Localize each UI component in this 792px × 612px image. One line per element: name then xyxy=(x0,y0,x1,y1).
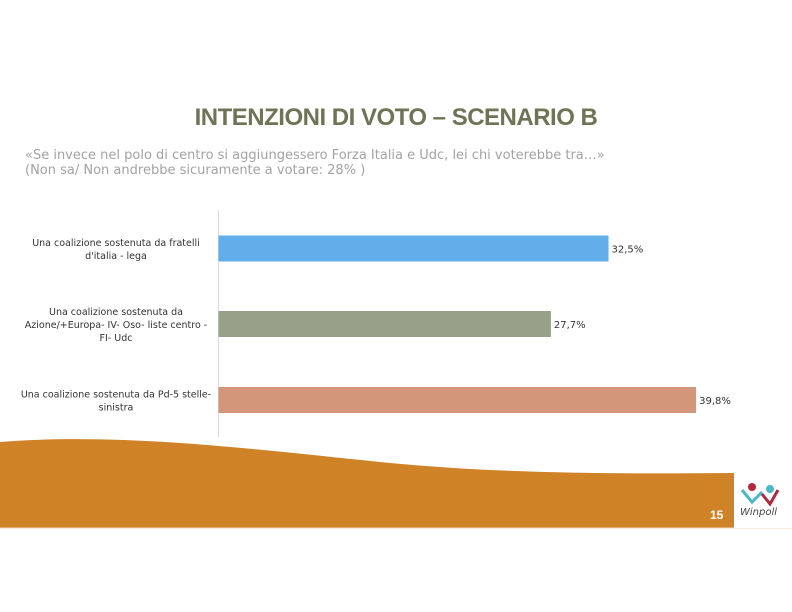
category-label-line: Una coalizione sostenuta da fratelli xyxy=(32,238,200,249)
subtitle-question: «Se invece nel polo di centro si aggiung… xyxy=(25,148,605,163)
page-title: INTENZIONI DI VOTO – SCENARIO B xyxy=(194,104,598,131)
page-number: 15 xyxy=(710,508,724,522)
category-label-line: Una coalizione sostenuta da Pd-5 stelle- xyxy=(21,390,211,401)
category-label-line: FI- Udc xyxy=(100,333,133,344)
category-label-line: d'italia - lega xyxy=(85,251,147,262)
bar-chart: 32,5% Una coalizione sostenuta da fratell… xyxy=(21,210,731,437)
category-label-3: Una coalizione sostenuta da Pd-5 stelle-… xyxy=(21,390,211,414)
subtitle: «Se invece nel polo di centro si aggiung… xyxy=(25,148,605,178)
category-label-line: Azione/+Europa- IV- Oso- liste centro - xyxy=(25,320,207,331)
svg-text:Winpoll: Winpoll xyxy=(740,507,777,518)
category-label-2: Una coalizione sostenuta da Azione/+Europ… xyxy=(25,307,207,344)
data-label-3: 39,8% xyxy=(699,396,731,407)
bar-2 xyxy=(218,311,551,337)
category-label-line: Una coalizione sostenuta da xyxy=(49,307,183,318)
bar-3 xyxy=(218,387,697,413)
category-label-line: sinistra xyxy=(99,403,134,414)
bar-1 xyxy=(218,235,609,262)
data-label-1: 32,5% xyxy=(612,245,644,256)
subtitle-note: (Non sa/ Non andrebbe sicuramente a vota… xyxy=(25,163,366,178)
winpoll-logo: Winpoll xyxy=(734,472,792,528)
category-label-1: Una coalizione sostenuta da fratelli d'it… xyxy=(32,238,200,262)
footer-wave xyxy=(0,439,792,529)
data-label-2: 27,7% xyxy=(554,320,586,331)
